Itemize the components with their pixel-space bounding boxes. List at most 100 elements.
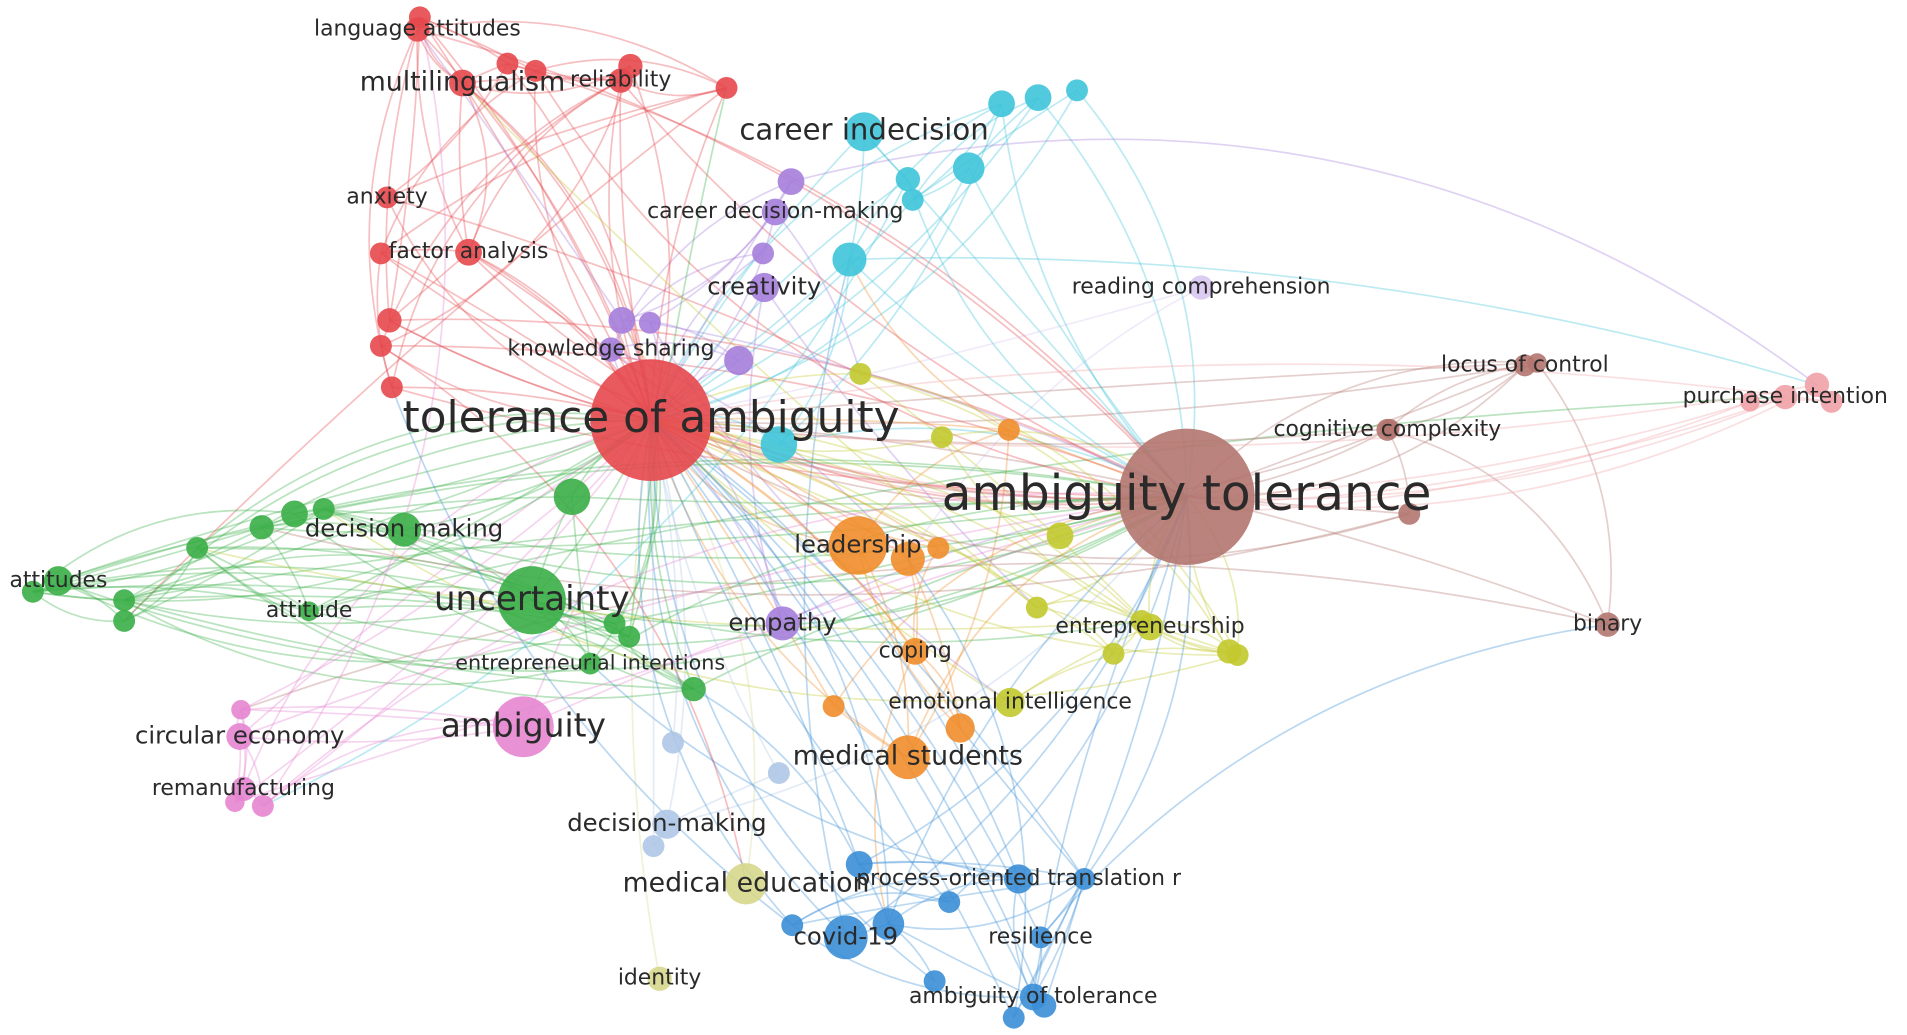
node — [638, 311, 661, 334]
node-label: career indecision — [739, 113, 988, 147]
link — [873, 650, 916, 925]
link — [239, 495, 1187, 738]
link — [323, 508, 1142, 644]
node-label: ambiguity — [441, 706, 606, 744]
link — [419, 16, 652, 421]
node — [524, 59, 547, 82]
node — [1804, 372, 1830, 398]
link — [309, 605, 630, 638]
link — [693, 495, 1187, 690]
node — [369, 242, 392, 265]
link — [262, 724, 524, 807]
link — [790, 138, 1818, 386]
node — [997, 418, 1020, 441]
node — [952, 152, 985, 185]
node — [1102, 642, 1125, 665]
node — [226, 723, 254, 750]
node-label: resilience — [988, 924, 1092, 949]
link — [763, 287, 1038, 609]
node — [767, 762, 790, 785]
node — [598, 337, 624, 362]
link — [628, 87, 728, 637]
node-label: locus of control — [1441, 352, 1609, 377]
node — [1046, 522, 1074, 550]
link — [650, 419, 950, 903]
link — [123, 417, 652, 622]
link — [778, 103, 1003, 446]
node — [752, 242, 774, 265]
link — [907, 429, 1010, 758]
link — [650, 97, 1039, 421]
link — [849, 256, 1818, 386]
node — [832, 242, 867, 277]
link — [651, 362, 1538, 421]
link — [239, 725, 524, 743]
node-label: empathy — [728, 607, 836, 636]
link — [778, 259, 851, 446]
link — [650, 419, 1390, 445]
link — [860, 373, 1239, 656]
link — [308, 496, 1187, 647]
link — [403, 496, 1187, 585]
link — [610, 341, 740, 362]
link — [791, 874, 1019, 926]
link — [959, 727, 1085, 880]
node — [749, 272, 779, 303]
node-label: factor analysis — [389, 239, 549, 264]
link — [649, 211, 776, 324]
link — [650, 419, 1045, 1006]
node-label: ambiguity of tolerance — [909, 984, 1157, 1009]
node — [1595, 612, 1620, 637]
link — [380, 345, 747, 884]
link — [650, 420, 936, 982]
link — [803, 259, 851, 938]
node — [872, 908, 905, 940]
node — [380, 376, 403, 399]
link — [650, 384, 1818, 448]
node — [938, 891, 961, 914]
node — [1773, 384, 1798, 410]
node — [386, 512, 422, 547]
link — [792, 878, 1085, 927]
node — [781, 914, 804, 937]
node-label: entrepreneurial intentions — [455, 651, 725, 675]
link — [416, 28, 623, 321]
link — [650, 419, 1115, 655]
link — [262, 178, 909, 807]
link — [791, 892, 950, 926]
link — [845, 496, 1188, 939]
node-label: anxiety — [346, 184, 427, 209]
node-label: cognitive complexity — [1273, 417, 1501, 442]
link — [58, 496, 1187, 672]
node-label: coping — [879, 638, 952, 663]
link — [196, 547, 1142, 631]
link — [293, 513, 591, 665]
node — [113, 609, 136, 632]
node-label: remanufacturing — [152, 776, 335, 801]
node — [281, 500, 308, 528]
node — [715, 76, 738, 99]
link — [887, 923, 1034, 998]
link — [123, 495, 1187, 602]
link — [123, 586, 310, 612]
node — [724, 345, 754, 376]
link — [650, 419, 1011, 704]
link — [534, 70, 1187, 498]
link — [1039, 623, 1608, 938]
node-label: binary — [1573, 612, 1642, 637]
link — [196, 547, 310, 612]
link — [196, 547, 591, 670]
node — [1002, 1006, 1025, 1029]
node-label: identity — [618, 966, 702, 991]
node — [885, 735, 930, 780]
node — [895, 167, 921, 192]
link — [240, 419, 652, 711]
node — [662, 731, 684, 754]
node — [849, 362, 872, 385]
node-label: language attitudes — [314, 16, 521, 41]
link — [123, 513, 295, 601]
link — [419, 16, 536, 72]
link — [123, 599, 591, 686]
link — [323, 508, 630, 638]
